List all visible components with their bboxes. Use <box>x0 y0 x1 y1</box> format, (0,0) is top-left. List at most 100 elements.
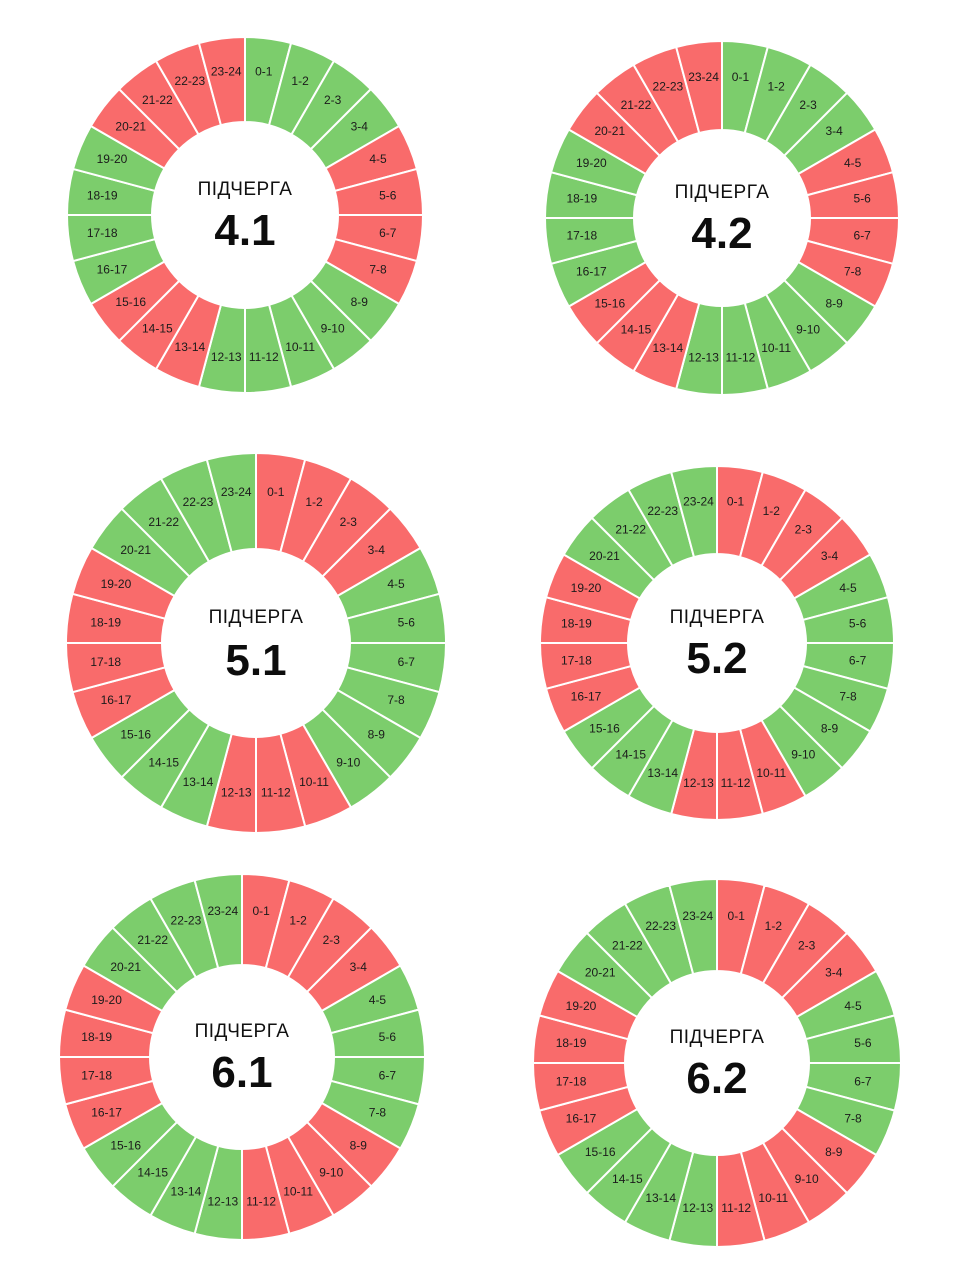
hour-label: 1-2 <box>289 914 307 928</box>
hour-label: 6-7 <box>854 1074 872 1088</box>
hour-label: 4-5 <box>387 577 405 591</box>
hour-label: 0-1 <box>727 495 745 509</box>
hour-label: 20-21 <box>589 549 620 563</box>
hour-label: 12-13 <box>211 350 242 364</box>
hour-label: 1-2 <box>291 74 309 88</box>
hour-label: 9-10 <box>796 322 820 336</box>
hour-segment-23-24 <box>193 872 243 970</box>
hour-label: 17-18 <box>556 1074 587 1088</box>
hour-label: 0-1 <box>255 64 273 78</box>
hour-label: 6-7 <box>379 1068 397 1082</box>
hour-label: 2-3 <box>324 93 342 107</box>
hour-label: 20-21 <box>594 124 625 138</box>
hour-label: 11-12 <box>721 776 751 790</box>
hour-label: 15-16 <box>120 727 151 741</box>
hour-label: 18-19 <box>81 1030 112 1044</box>
hour-label: 0-1 <box>252 904 270 918</box>
hour-label: 14-15 <box>148 755 179 769</box>
hour-label: 12-13 <box>682 1201 713 1215</box>
hour-label: 5-6 <box>849 617 867 631</box>
subgroup-caption: ПІДЧЕРГА <box>195 1021 290 1042</box>
hour-label: 3-4 <box>826 124 844 138</box>
hour-label: 18-19 <box>87 188 118 202</box>
hour-label: 18-19 <box>561 617 592 631</box>
hour-label: 2-3 <box>323 933 341 947</box>
hour-label: 6-7 <box>854 229 872 243</box>
hour-label: 9-10 <box>791 748 815 762</box>
hour-label: 8-9 <box>825 1145 843 1159</box>
hour-label: 3-4 <box>350 960 368 974</box>
hour-label: 4-5 <box>844 156 862 170</box>
hour-label: 16-17 <box>571 689 602 703</box>
hour-segment-23-24 <box>674 39 723 135</box>
hour-label: 18-19 <box>566 192 597 206</box>
subgroup-caption: ПІДЧЕРГА <box>675 182 770 203</box>
hour-label: 10-11 <box>285 340 315 354</box>
hour-label: 6-7 <box>849 654 867 668</box>
hour-label: 16-17 <box>576 264 607 278</box>
hour-label: 17-18 <box>87 226 118 240</box>
hour-label: 22-23 <box>653 80 684 94</box>
hour-label: 10-11 <box>299 775 329 789</box>
hour-label: 22-23 <box>645 919 676 933</box>
hour-label: 12-13 <box>688 350 719 364</box>
hour-label: 22-23 <box>647 504 678 518</box>
hour-label: 11-12 <box>249 350 279 364</box>
hour-label: 8-9 <box>351 295 369 309</box>
hour-label: 4-5 <box>839 581 857 595</box>
hour-label: 23-24 <box>211 64 242 78</box>
hour-label: 17-18 <box>90 655 121 669</box>
hour-label: 13-14 <box>653 341 684 355</box>
hour-label: 8-9 <box>368 727 386 741</box>
hour-label: 10-11 <box>758 1191 788 1205</box>
hour-label: 1-2 <box>767 80 785 94</box>
subgroup-number: 5.1 <box>225 636 286 685</box>
hour-label: 22-23 <box>175 74 206 88</box>
hour-label: 21-22 <box>137 933 168 947</box>
hour-label: 0-1 <box>728 909 746 923</box>
hour-label: 23-24 <box>683 495 714 509</box>
hour-label: 13-14 <box>171 1185 202 1199</box>
hour-label: 11-12 <box>246 1195 276 1209</box>
hour-label: 16-17 <box>566 1112 597 1126</box>
subgroup-number: 6.1 <box>211 1048 272 1097</box>
subgroup-caption: ПІДЧЕРГА <box>670 607 765 628</box>
hour-label: 14-15 <box>615 748 646 762</box>
hour-label: 1-2 <box>763 504 781 518</box>
hour-label: 1-2 <box>765 919 783 933</box>
hour-label: 18-19 <box>90 615 121 629</box>
hour-label: 22-23 <box>183 495 214 509</box>
hour-label: 2-3 <box>795 523 813 537</box>
hour-label: 7-8 <box>844 264 862 278</box>
hour-label: 12-13 <box>208 1195 239 1209</box>
hour-label: 9-10 <box>319 1165 343 1179</box>
hour-label: 7-8 <box>387 693 405 707</box>
subgroup-caption: ПІДЧЕРГА <box>198 179 293 200</box>
hour-label: 15-16 <box>115 295 146 309</box>
hour-label: 19-20 <box>576 156 607 170</box>
hour-label: 20-21 <box>585 966 616 980</box>
hour-label: 18-19 <box>556 1036 587 1050</box>
hour-label: 19-20 <box>97 152 128 166</box>
hour-label: 3-4 <box>825 966 843 980</box>
hour-label: 4-5 <box>369 152 387 166</box>
hour-label: 1-2 <box>305 495 323 509</box>
hour-label: 8-9 <box>826 296 844 310</box>
hour-label: 16-17 <box>91 1105 122 1119</box>
hour-label: 10-11 <box>283 1185 313 1199</box>
hour-label: 19-20 <box>101 577 132 591</box>
hour-label: 17-18 <box>566 229 597 243</box>
donut-chart: 0-1 1-2 2-3 3-4 4-5 5-6 6-7 7-8 8-9 9-10 10-11 11-1… <box>65 35 425 395</box>
hour-label: 21-22 <box>621 98 652 112</box>
hour-label: 23-24 <box>688 70 719 84</box>
hour-label: 5-6 <box>379 188 397 202</box>
subgroup-number: 6.2 <box>686 1054 747 1103</box>
hour-label: 11-12 <box>261 785 291 799</box>
hour-label: 7-8 <box>369 1105 387 1119</box>
hour-label: 12-13 <box>683 776 714 790</box>
hour-label: 3-4 <box>821 549 839 563</box>
hour-label: 15-16 <box>585 1145 616 1159</box>
hour-label: 21-22 <box>612 938 643 952</box>
hour-label: 2-3 <box>340 515 358 529</box>
